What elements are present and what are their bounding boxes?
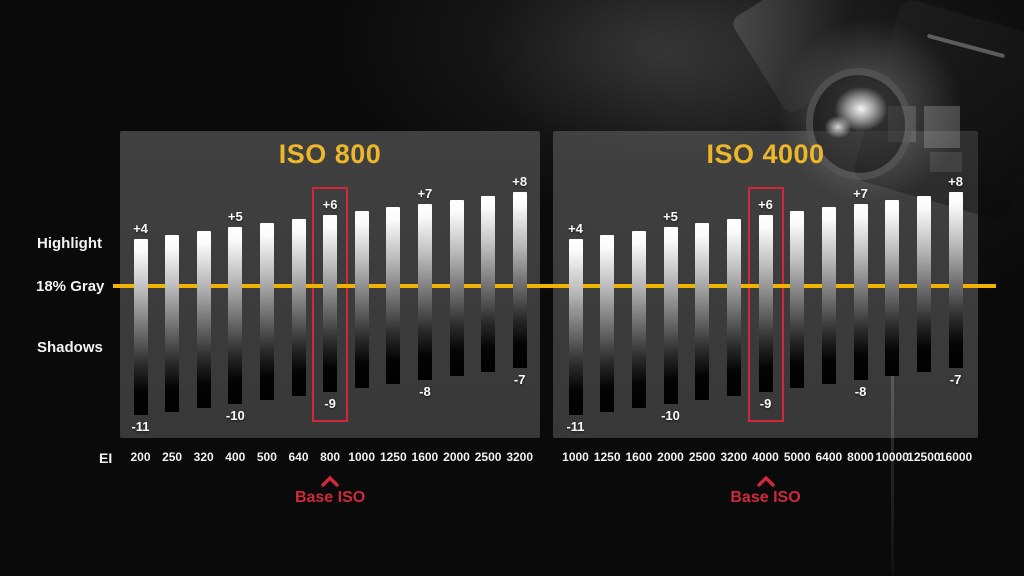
dr-bar [354, 211, 369, 389]
dr-bar [600, 235, 615, 412]
highlight-stops-label: +5 [227, 209, 243, 225]
ei-tick-label: 500 [256, 450, 277, 464]
shadow-stops-label: -11 [566, 419, 585, 435]
ei-tick-label: 10000 [875, 450, 909, 464]
dr-bar [386, 207, 401, 385]
highlight-stops-label: +8 [512, 173, 528, 189]
dr-bar [196, 231, 211, 408]
highlight-stops-label: +7 [417, 185, 433, 201]
shadow-stops-label: -8 [419, 384, 431, 400]
dr-bar [821, 207, 836, 385]
shadow-stops-label: -9 [324, 395, 336, 411]
ei-tick-label: 200 [130, 450, 151, 464]
highlight-stops-label: +4 [133, 220, 148, 236]
ei-tick-label: 640 [288, 450, 309, 464]
ei-tick-label: 3200 [506, 450, 534, 464]
ei-tick-label: 2500 [474, 450, 502, 464]
dr-bar [417, 203, 432, 381]
ei-tick-label: 1250 [593, 450, 621, 464]
gray-reference-line [113, 284, 996, 288]
lamp-vent-slat [884, 66, 910, 75]
lamp-vent-slat [914, 68, 944, 77]
ei-tick-label: 1600 [625, 450, 653, 464]
dr-bar [259, 223, 274, 400]
shadow-stops-label: -7 [513, 372, 526, 388]
dr-bar [758, 215, 773, 392]
ei-tick-label: 16000 [938, 450, 973, 464]
shadows-scale-label: Shadows [37, 339, 103, 356]
shadow-stops-label: -10 [225, 407, 245, 423]
lamp-vent-slat [960, 90, 980, 96]
highlight-scale-label: Highlight [37, 235, 102, 252]
ei-tick-label: 12500 [907, 450, 941, 464]
ei-tick-label: 3200 [720, 450, 748, 464]
chart-title-iso4000: ISO 4000 [706, 139, 825, 169]
dr-bar [512, 191, 527, 369]
ei-tick-label: 320 [193, 450, 214, 464]
ei-tick-label: 1000 [348, 450, 376, 464]
shadow-stops-label: -8 [854, 384, 867, 400]
highlight-stops-label: +6 [758, 197, 773, 213]
base-iso-highlight-box [747, 187, 784, 422]
ei-tick-label: 400 [225, 450, 246, 464]
ei-axis-label: EI [99, 450, 113, 466]
ei-tick-label: 2500 [688, 450, 716, 464]
lamp-rim-highlight [926, 33, 1006, 59]
dr-bar [663, 227, 678, 404]
ei-tick-label: 8000 [847, 450, 874, 464]
dr-bar [695, 223, 710, 400]
chart-title-iso800: ISO 800 [278, 139, 382, 169]
ei-tick-label: 1250 [379, 450, 407, 464]
ei-tick-label: 800 [320, 450, 341, 464]
ei-tick-label: 250 [162, 450, 183, 464]
ei-tick-label: 6400 [815, 450, 843, 464]
base-iso-caret-icon [321, 474, 339, 487]
dr-bar [948, 191, 963, 369]
dr-bar [726, 219, 741, 396]
highlight-stops-label: +6 [322, 197, 338, 213]
dr-bar [568, 238, 583, 416]
dr-bar [853, 203, 868, 381]
ei-tick-label: 2000 [443, 450, 470, 464]
highlight-stops-label: +4 [568, 220, 583, 236]
ei-tick-label: 2000 [657, 450, 684, 464]
ei-tick-label: 4000 [752, 450, 779, 464]
base-iso-label: Base ISO [730, 489, 801, 506]
gray-scale-label: 18% Gray [36, 278, 105, 295]
highlight-stops-label: +8 [948, 173, 963, 189]
dr-bar [228, 227, 243, 404]
shadow-stops-label: -7 [949, 372, 962, 388]
dr-bar [323, 215, 338, 392]
shadow-stops-label: -9 [759, 395, 772, 411]
dr-bar [291, 219, 306, 396]
shadow-stops-label: -10 [661, 407, 680, 423]
lamp-yoke-arm [729, 0, 893, 116]
dr-bar [631, 231, 646, 408]
ei-tick-label: 1000 [562, 450, 589, 464]
highlight-stops-label: +7 [853, 185, 868, 201]
dr-bar [916, 195, 931, 373]
dr-bar [885, 199, 900, 377]
ei-tick-label: 1600 [411, 450, 439, 464]
dr-bar [165, 235, 180, 412]
dr-bar [449, 199, 464, 377]
shadow-stops-label: -11 [131, 419, 150, 435]
highlight-stops-label: +5 [663, 209, 678, 225]
base-iso-highlight-box [312, 187, 349, 422]
dr-bar [790, 211, 805, 389]
dr-bar [481, 195, 496, 373]
dr-bar [133, 238, 148, 416]
lamp-vent-slat [948, 60, 972, 69]
ei-tick-label: 5000 [783, 450, 811, 464]
base-iso-caret-icon [756, 474, 775, 487]
base-iso-label: Base ISO [294, 489, 366, 506]
